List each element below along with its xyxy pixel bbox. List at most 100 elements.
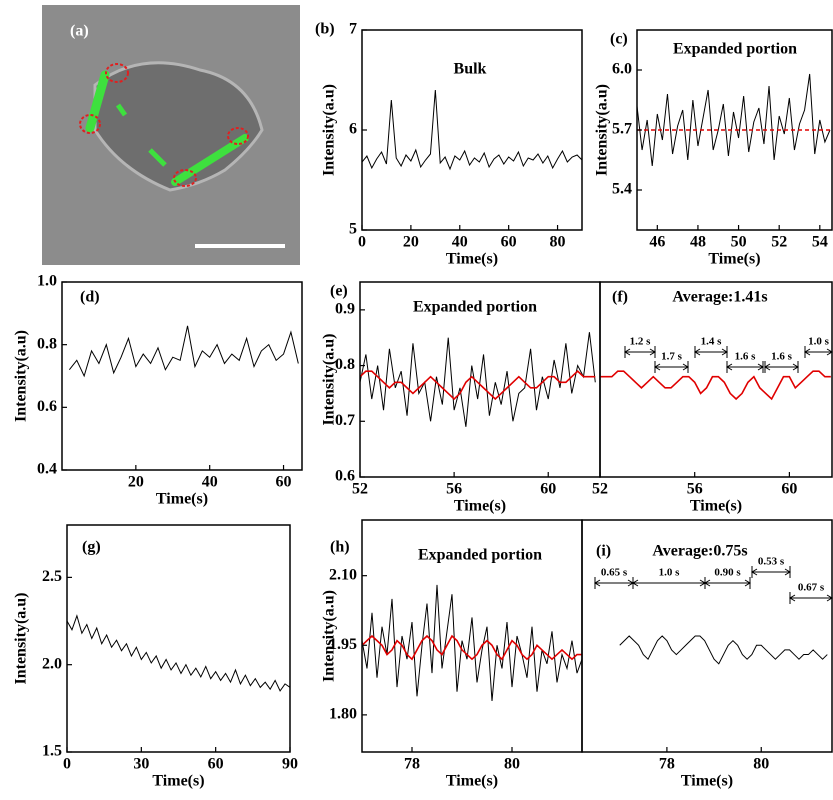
x-tick-label: 30 [133,756,149,773]
x-tick-label: 40 [452,234,468,251]
x-tick-label: 0 [63,756,71,773]
y-tick-label: 1.5 [42,743,62,760]
x-axis-label: Time(s) [156,491,208,508]
span-arrow [632,577,706,589]
data-line [360,332,596,427]
panel: 78 80 1.80 1.95 2.10 (h) Expanded portion Time(… [321,519,583,790]
span-arrow [751,566,791,578]
span-label: 0.90 s [714,567,741,579]
x-tick-label: 90 [282,756,298,773]
panel: 78 80 (i) Average:0.75s Time(s) 0.65 s 1.0 s 0.… [581,519,833,790]
x-tick-label: 50 [731,234,747,251]
y-tick-label: 1.0 [37,273,57,290]
y-tick-label: 0.8 [37,335,57,352]
span-arrow [624,346,656,358]
data-line [67,614,290,692]
x-tick-label: 60 [540,481,556,498]
span-label: 0.53 s [758,556,785,568]
y-tick-label: 0.6 [335,468,355,485]
x-tick-label: 56 [687,481,703,498]
y-tick-label: 0.8 [335,356,355,373]
panel-title: Average:1.41s [672,289,767,306]
span-label: 1.6 s [771,351,793,363]
panel-title: Expanded portion [418,547,542,564]
panel-label: (c) [610,31,628,48]
roi-circle [227,127,249,145]
panel: 52 56 60 (f) Average:1.41s Time(s) 1.2 s 1.7 s 1… [592,281,833,515]
panel-title: Bulk [454,61,487,78]
x-tick-label: 80 [753,756,769,773]
x-tick-label: 60 [276,474,292,491]
x-tick-label: 60 [781,481,797,498]
roi-circle [79,114,101,134]
span-label: 0.65 s [601,567,628,579]
data-line [362,89,582,171]
span-label: 0.67 s [798,582,825,594]
panel-label: (e) [330,283,348,300]
panel: 0 20 40 60 80 5 6 7 (b) Bulk Time(s) Intensity(a.u) [315,21,583,268]
span-arrow [804,346,833,358]
x-tick-label: 40 [202,474,218,491]
panel-label: (h) [330,539,350,556]
panel-label: (b) [315,21,335,38]
y-tick-label: 1.95 [329,636,357,653]
span-arrow [594,577,634,589]
x-tick-label: 80 [504,756,520,773]
span-arrow [789,592,833,604]
span-label: 1.0 s [808,336,830,348]
x-tick-label: 20 [403,234,419,251]
x-axis-label: Time(s) [681,773,733,790]
panel-title: Average:0.75s [652,543,747,560]
plot-frame [66,524,291,753]
x-axis-label: Time(s) [446,773,498,790]
x-axis-label: Time(s) [708,251,760,268]
y-tick-label: 6.0 [612,61,632,78]
y-tick-label: 0.9 [335,301,355,318]
green-stain [85,70,110,133]
micrograph: (a) [42,5,300,265]
data-line [360,370,596,401]
y-tick-label: 2.0 [42,655,62,672]
y-tick-label: 0.7 [335,412,355,429]
data-line [600,370,831,401]
span-label: 1.4 s [701,336,723,348]
x-tick-label: 52 [592,481,608,498]
y-tick-label: 5.4 [612,181,632,198]
x-tick-label: 60 [501,234,517,251]
green-stain [115,103,167,167]
roi-circle [173,169,197,187]
y-tick-label: 6 [349,121,357,138]
y-tick-label: 0.6 [37,398,57,415]
x-tick-label: 20 [128,474,144,491]
y-tick-label: 1.80 [329,706,357,723]
data-line [637,73,831,167]
plot-frame [61,281,303,471]
roi-circle [105,63,129,83]
span-label: 1.2 s [630,336,652,348]
x-axis-label: Time(s) [690,498,742,515]
span-arrow [764,361,799,373]
y-axis-label: Intensity(a.u) [321,590,338,682]
y-tick-label: 5.7 [612,121,632,138]
green-stain [171,134,249,186]
x-axis-label: Time(s) [454,498,506,515]
panel-title: Expanded portion [673,41,797,58]
x-tick-label: 52 [771,234,787,251]
x-tick-label: 0 [358,234,366,251]
plot-frame [599,281,833,478]
panel: 20 40 60 0.4 0.6 0.8 1.0 (d) Time(s) Intensity(a.… [13,273,303,508]
span-label: 1.6 s [735,351,757,363]
data-line [362,634,582,661]
y-axis-label: Intensity(a.u) [13,330,30,422]
plot-frame [581,519,833,753]
x-tick-label: 56 [446,481,462,498]
data-line [362,584,582,702]
y-axis-label: Intensity(a.u) [13,592,30,684]
panel-label: (g) [82,539,101,556]
x-tick-label: 46 [649,234,665,251]
y-tick-label: 0.4 [37,461,57,478]
x-tick-label: 48 [690,234,706,251]
x-tick-label: 60 [208,756,224,773]
